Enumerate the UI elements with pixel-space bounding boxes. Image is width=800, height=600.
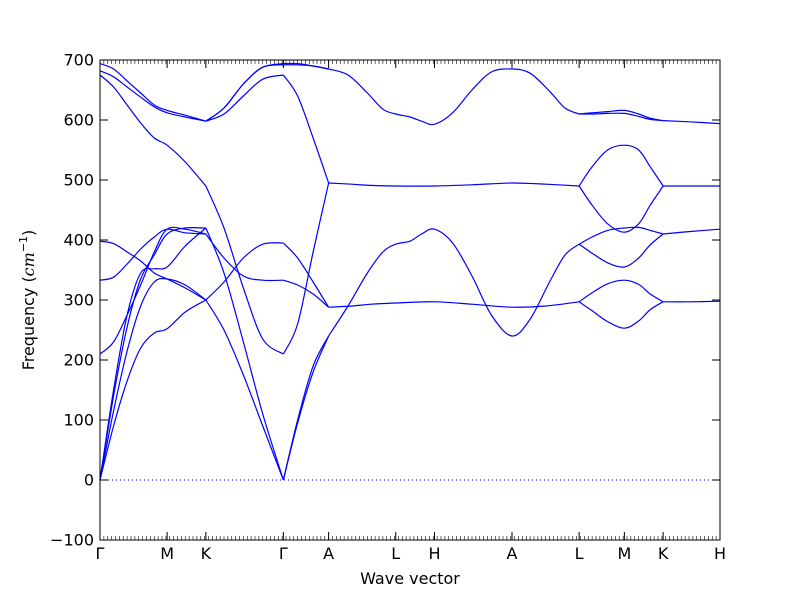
band-series-8 <box>99 70 206 122</box>
band-series-9 <box>99 63 207 122</box>
x-tick-label: A <box>323 544 334 563</box>
x-tick-label: H <box>428 544 440 563</box>
y-tick-label: 100 <box>63 411 94 430</box>
band-series-1 <box>99 277 207 481</box>
band-series-12 <box>205 233 284 282</box>
y-tick-label: 500 <box>63 171 94 190</box>
y-axis-label-text: Frequency ( <box>19 276 38 370</box>
plot-frame <box>99 59 721 541</box>
x-tick-label: Γ <box>279 544 288 563</box>
band-series-5 <box>99 228 206 281</box>
band-series-10 <box>205 299 284 481</box>
band-series-14 <box>205 185 284 355</box>
y-tick-label: 600 <box>63 111 94 130</box>
y-tick-label: 0 <box>84 471 94 490</box>
x-tick-label: M <box>160 544 174 563</box>
band-series-22 <box>282 182 330 355</box>
band-series-11 <box>205 227 284 481</box>
band-series-0 <box>99 299 207 481</box>
band-series-3 <box>99 227 207 481</box>
x-tick-label: M <box>617 544 631 563</box>
band-series-13 <box>205 242 284 301</box>
band-series-21 <box>282 242 330 308</box>
band-series-6 <box>99 240 207 301</box>
band-series-38 <box>663 300 721 303</box>
band-series-32 <box>578 233 664 268</box>
x-tick-label: K <box>201 544 212 563</box>
band-series-29 <box>328 68 580 126</box>
band-series-28 <box>328 182 580 187</box>
band-series-30 <box>578 301 664 329</box>
y-tick-label: 700 <box>63 51 94 70</box>
band-series-36 <box>579 112 664 122</box>
y-axis-label-unit: cm <box>19 252 38 276</box>
band-series-4 <box>99 226 207 355</box>
band-series-15 <box>205 74 284 122</box>
band-series-19 <box>282 335 330 481</box>
y-tick-label: 200 <box>63 351 94 370</box>
band-series-34 <box>578 185 664 233</box>
band-series-23 <box>282 74 330 184</box>
x-tick-label: K <box>658 544 669 563</box>
band-series-37 <box>579 109 664 122</box>
x-tick-label: Γ <box>96 544 105 563</box>
band-series-27 <box>328 301 580 308</box>
band-series-31 <box>578 279 664 303</box>
y-tick-label: −100 <box>50 531 94 550</box>
plot-area <box>100 60 720 540</box>
band-series-41 <box>663 120 721 125</box>
y-axis-label: Frequency (cm−1) <box>17 230 38 371</box>
x-tick-label: H <box>714 544 726 563</box>
band-series-33 <box>578 226 664 245</box>
band-series-7 <box>99 74 207 187</box>
y-axis-label-close: ) <box>19 230 38 236</box>
y-tick-label: 400 <box>63 231 94 250</box>
y-tick-label: 300 <box>63 291 94 310</box>
band-series-26 <box>328 228 580 337</box>
y-axis-label-exponent: −1 <box>17 236 30 252</box>
band-series-17 <box>205 63 284 122</box>
x-tick-label: L <box>575 544 584 563</box>
x-tick-label: L <box>391 544 400 563</box>
x-axis-label: Wave vector <box>360 569 460 588</box>
band-series-35 <box>578 144 664 187</box>
band-series-39 <box>663 228 721 235</box>
band-series-25 <box>283 62 329 70</box>
x-tick-label: A <box>507 544 518 563</box>
